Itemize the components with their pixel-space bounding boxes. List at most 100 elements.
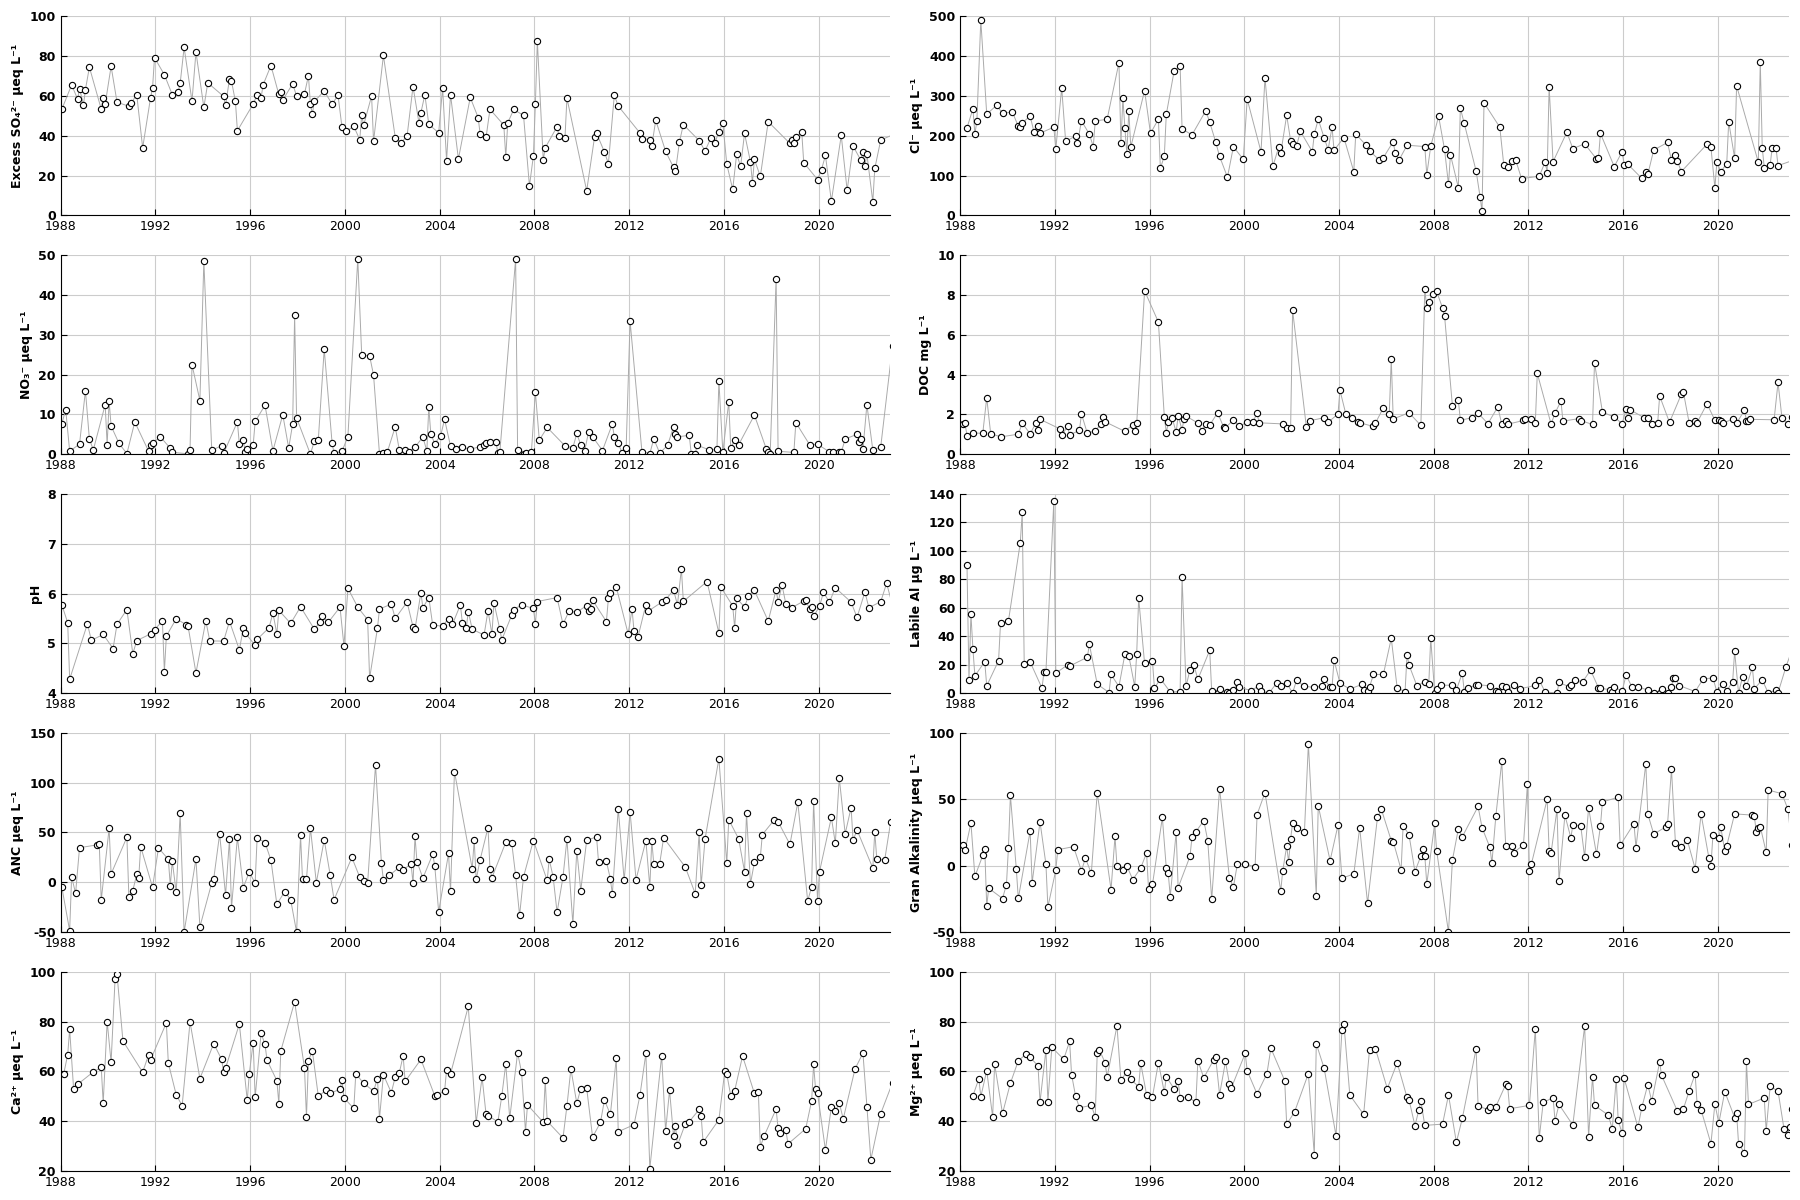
Point	[1024, 420, 1053, 439]
Point	[1244, 413, 1273, 432]
Point	[1539, 1088, 1568, 1108]
Point	[837, 593, 866, 612]
Point	[684, 823, 713, 842]
Point	[139, 877, 167, 896]
Point	[1600, 678, 1629, 697]
Point	[1750, 1088, 1778, 1108]
Point	[887, 792, 916, 811]
Point	[531, 138, 560, 157]
Point	[304, 430, 333, 449]
Point	[754, 443, 783, 462]
Point	[859, 192, 887, 211]
Point	[1114, 647, 1143, 666]
Point	[844, 432, 873, 451]
Point	[1712, 682, 1741, 701]
Point	[722, 144, 751, 163]
Point	[76, 58, 104, 77]
Point	[862, 850, 891, 869]
Point	[482, 432, 511, 451]
Point	[650, 828, 679, 847]
Point	[1739, 658, 1768, 677]
Point	[1111, 422, 1139, 442]
Point	[598, 884, 626, 904]
Point	[1454, 679, 1483, 698]
Point	[362, 755, 391, 774]
Point	[1728, 667, 1757, 686]
Point	[1067, 404, 1096, 424]
Point	[1080, 1108, 1109, 1127]
Point	[295, 444, 324, 463]
Point	[853, 395, 882, 414]
Point	[452, 618, 481, 637]
Point	[1017, 874, 1046, 893]
Point	[1521, 414, 1550, 433]
Point	[779, 133, 808, 152]
Point	[680, 884, 709, 904]
Point	[1643, 413, 1672, 432]
Point	[436, 437, 464, 456]
Point	[1777, 408, 1800, 427]
Point	[803, 892, 832, 911]
Point	[389, 1046, 418, 1066]
Point	[495, 1109, 524, 1128]
Point	[112, 444, 140, 463]
Point	[734, 587, 763, 606]
Point	[214, 829, 243, 848]
Point	[290, 84, 319, 103]
Point	[308, 607, 337, 626]
Point	[968, 424, 997, 443]
Point	[1044, 840, 1073, 859]
Point	[731, 598, 760, 617]
Point	[104, 433, 133, 452]
Point	[662, 427, 691, 446]
Point	[1100, 827, 1129, 846]
Point	[866, 437, 895, 456]
Point	[1379, 409, 1408, 428]
Point	[301, 432, 329, 451]
Point	[1319, 140, 1348, 160]
Point	[594, 589, 623, 608]
Point	[1217, 1078, 1246, 1097]
Point	[1058, 838, 1087, 857]
Point	[1525, 167, 1553, 186]
Point	[1350, 680, 1379, 700]
Point	[1262, 673, 1291, 692]
Point	[1382, 1054, 1411, 1073]
Point	[137, 436, 166, 455]
Point	[1006, 118, 1035, 137]
Point	[158, 443, 187, 462]
Point	[432, 151, 461, 170]
Point	[477, 868, 506, 887]
Point	[1607, 414, 1636, 433]
Y-axis label: DOC mg L⁻¹: DOC mg L⁻¹	[920, 314, 932, 395]
Point	[266, 83, 295, 102]
Point	[1462, 676, 1490, 695]
Point	[414, 588, 443, 607]
Point	[382, 608, 410, 628]
Point	[182, 850, 211, 869]
Point	[99, 638, 128, 658]
Point	[263, 624, 292, 643]
Point	[1523, 364, 1552, 383]
Point	[950, 414, 979, 433]
Point	[1181, 822, 1210, 841]
Point	[1474, 414, 1503, 433]
Point	[1411, 137, 1440, 156]
Point	[126, 838, 155, 857]
Point	[774, 1134, 803, 1153]
Point	[997, 102, 1026, 121]
Point	[599, 427, 628, 446]
Point	[842, 608, 871, 628]
Point	[1406, 416, 1435, 436]
Point	[1607, 142, 1636, 161]
Point	[765, 1123, 794, 1142]
Point	[598, 414, 626, 433]
Point	[1154, 413, 1183, 432]
Point	[1136, 124, 1165, 143]
Point	[313, 613, 342, 632]
Point	[684, 1100, 713, 1120]
Point	[1442, 1133, 1471, 1152]
Point	[1463, 403, 1492, 422]
Point	[63, 1075, 92, 1094]
Point	[763, 442, 792, 461]
